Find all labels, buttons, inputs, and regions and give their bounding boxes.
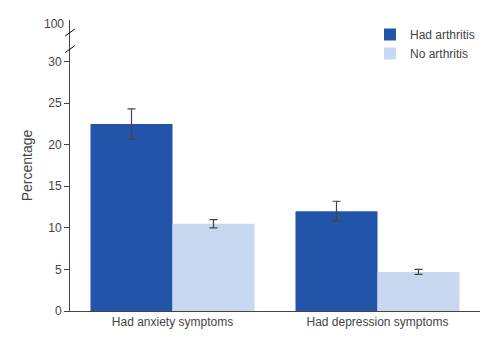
svg-text:10: 10: [48, 221, 62, 235]
svg-text:Had depression symptoms: Had depression symptoms: [306, 315, 448, 329]
svg-text:30: 30: [48, 55, 62, 69]
svg-text:0: 0: [55, 304, 62, 318]
svg-text:15: 15: [48, 179, 62, 193]
svg-text:No arthritis: No arthritis: [410, 47, 468, 61]
svg-text:Had anxiety symptoms: Had anxiety symptoms: [112, 315, 233, 329]
svg-text:25: 25: [48, 96, 62, 110]
svg-text:100: 100: [44, 17, 64, 31]
svg-text:20: 20: [48, 138, 62, 152]
svg-text:Had arthritis: Had arthritis: [410, 28, 475, 42]
svg-text:Percentage: Percentage: [19, 129, 35, 201]
svg-text:5: 5: [55, 263, 62, 277]
